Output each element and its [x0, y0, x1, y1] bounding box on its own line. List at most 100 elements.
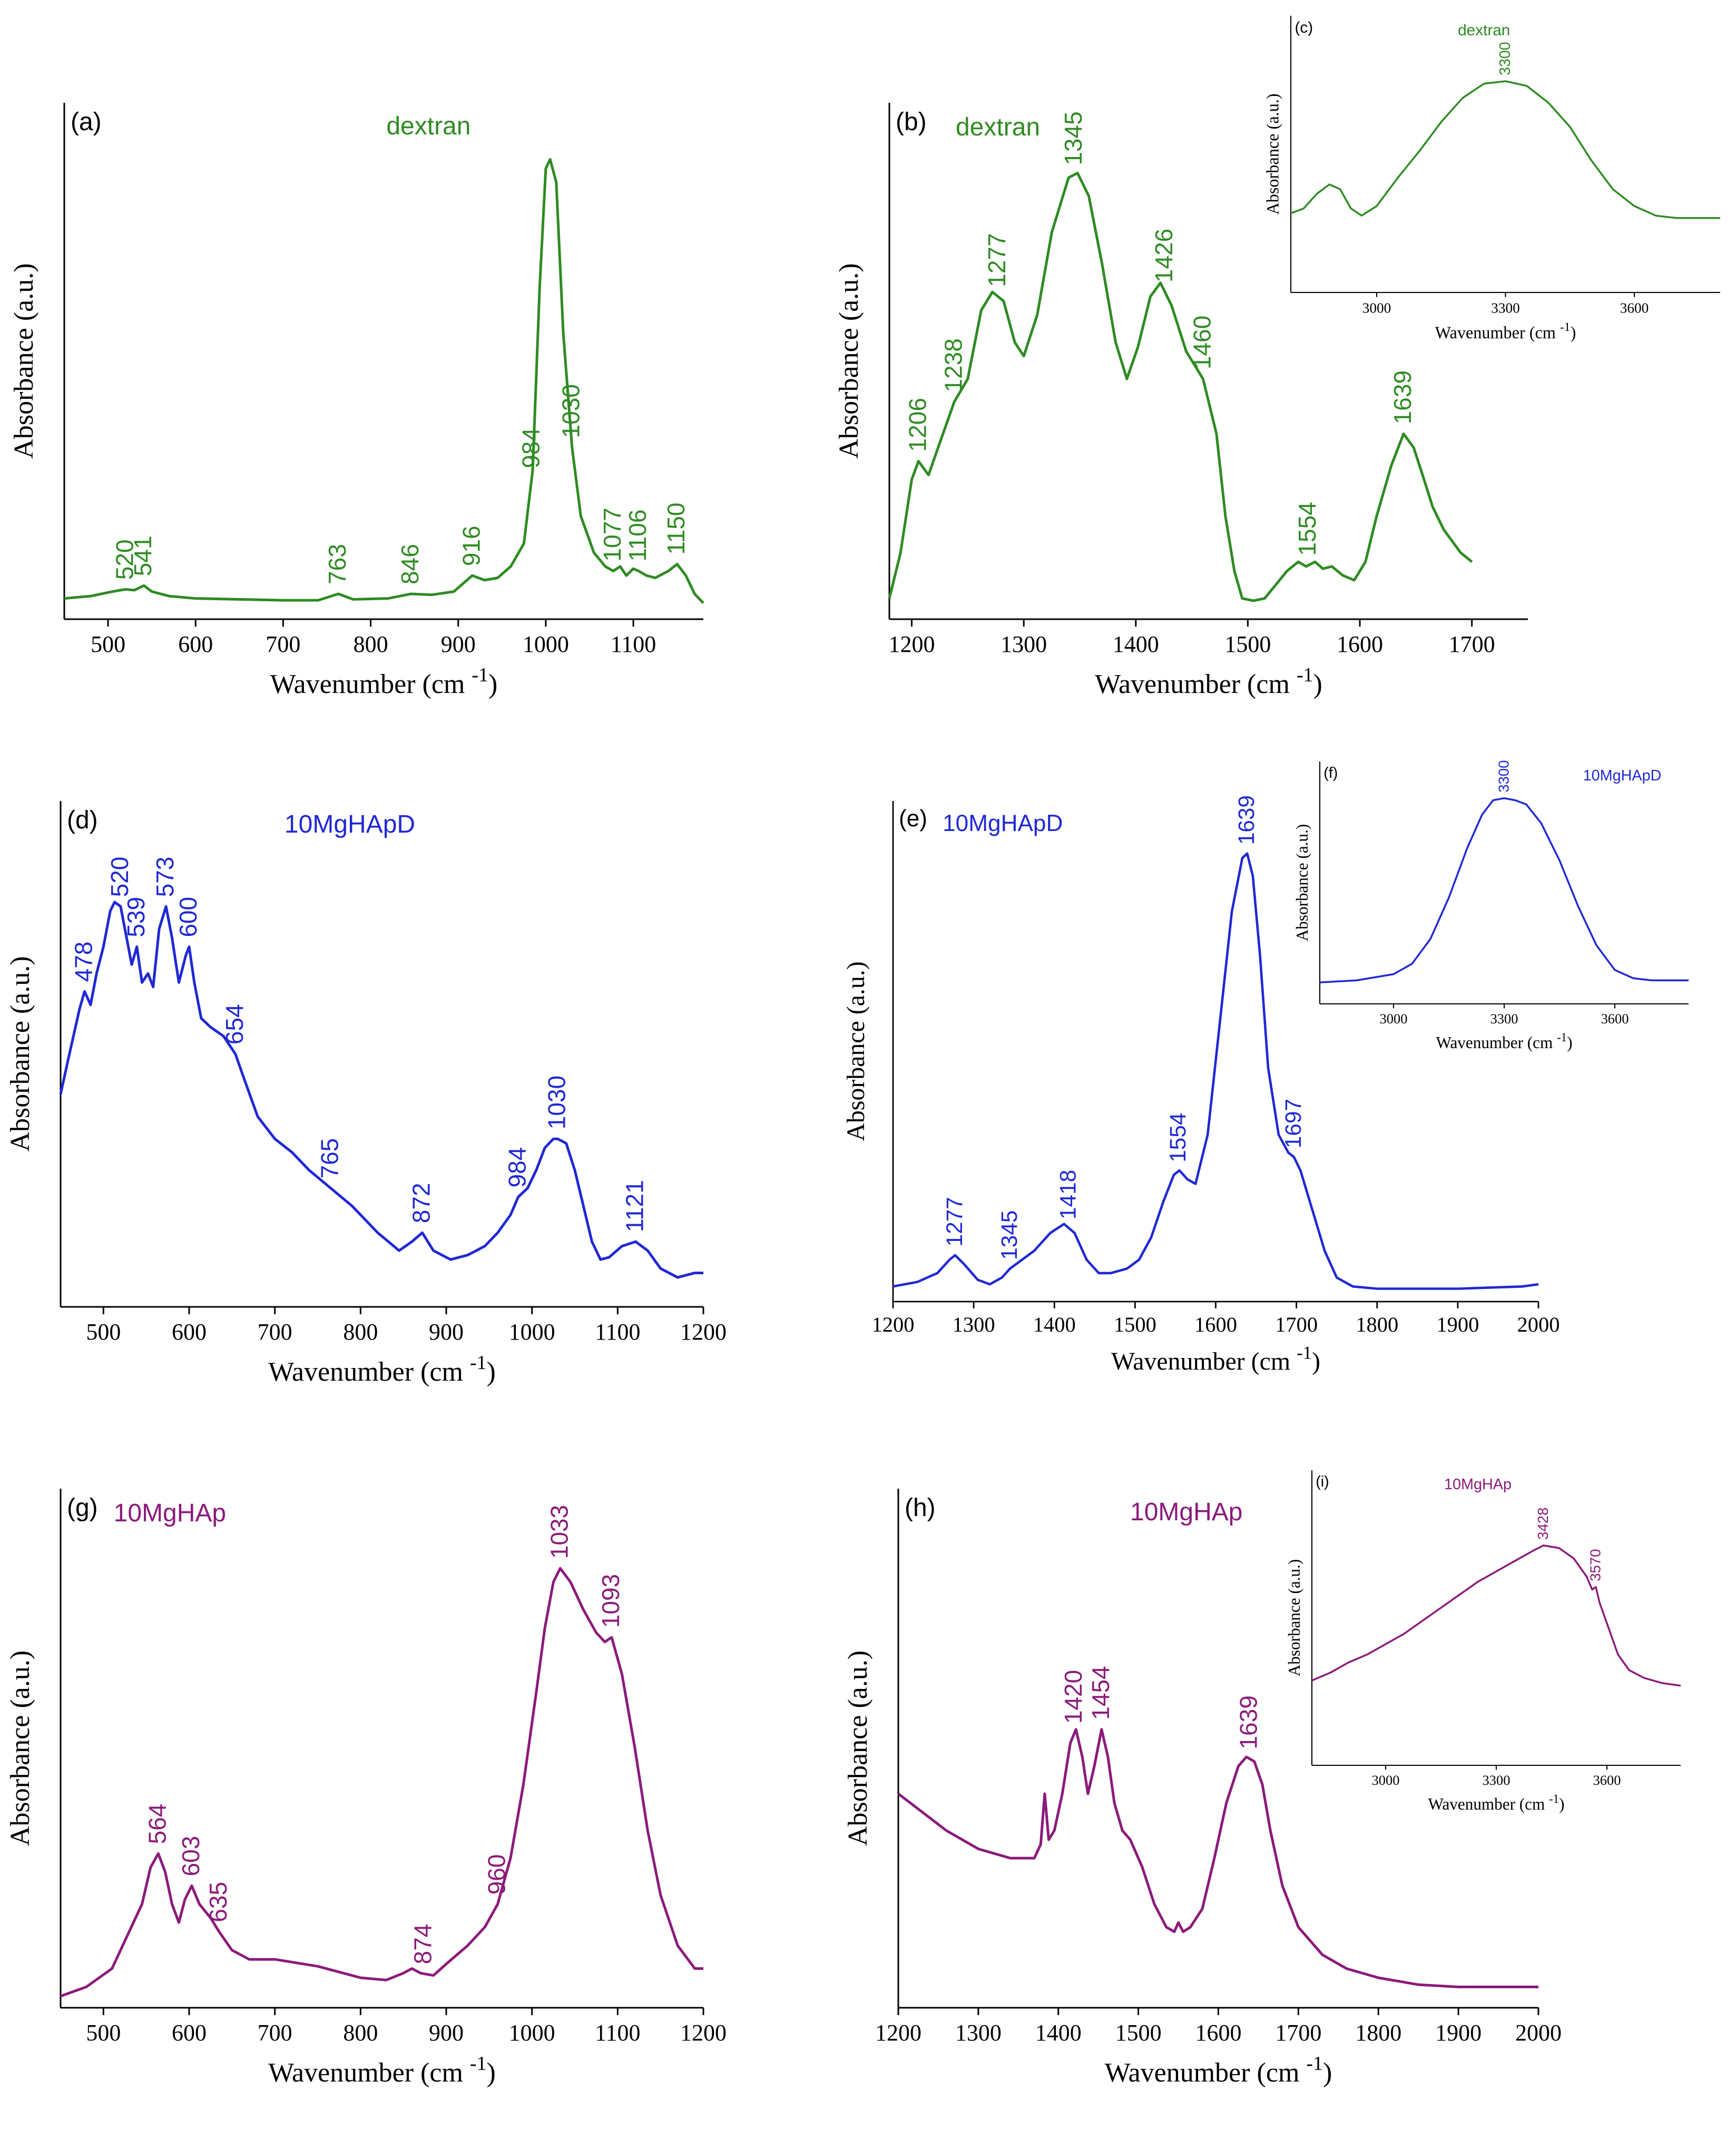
peak-label: 654 [221, 1004, 248, 1044]
x-tick-label: 1600 [1195, 2020, 1242, 2046]
peak-label: 603 [177, 1836, 204, 1877]
peak-label: 763 [323, 544, 351, 584]
peak-label: 1033 [545, 1505, 573, 1559]
y-axis-title: Absorbance (a.u.) [843, 1650, 873, 1846]
x-tick-label: 3000 [1362, 300, 1391, 316]
panel-label: (c) [1294, 19, 1313, 36]
x-tick-label: 1900 [1436, 1313, 1479, 1336]
x-tick-label: 1700 [1275, 2020, 1321, 2046]
sample-name: 10MgHApD [285, 810, 415, 838]
x-tick-label: 1300 [1001, 631, 1047, 657]
sample-name: 10MgHApD [943, 810, 1063, 836]
panel-label: (d) [67, 806, 98, 834]
spectrum-line [60, 1567, 703, 1998]
panel-label: (h) [905, 1494, 936, 1522]
x-tick-label: 500 [86, 1319, 121, 1345]
y-axis-title: Absorbance (a.u.) [834, 263, 864, 458]
x-tick-label: 1300 [953, 1313, 995, 1336]
y-axis-title: Absorbance (a.u.) [9, 263, 39, 458]
peak-label: 1454 [1087, 1666, 1114, 1719]
x-axis-title: Wavenumber (cm -1) [1428, 1792, 1565, 1813]
x-tick-label: 900 [429, 1319, 464, 1345]
peak-label: 846 [396, 544, 424, 584]
peak-label: 1697 [1281, 1099, 1306, 1148]
peak-label: 1150 [662, 503, 690, 555]
x-tick-label: 1100 [611, 631, 656, 657]
spectrum-line [888, 171, 1473, 602]
y-axis-title: Absorbance (a.u.) [1293, 824, 1311, 942]
peak-label: 1426 [1150, 229, 1178, 282]
x-tick-label: 1300 [955, 2020, 1002, 2046]
x-tick-label: 700 [258, 1319, 292, 1345]
panel-h: 1200 1300 1400 1500 1600 1700 1800 1900 2000 Wave… [843, 1489, 1562, 2088]
x-tick-label: 3300 [1491, 300, 1520, 316]
peak-label: 765 [316, 1138, 343, 1179]
x-tick-label: 1200 [680, 1319, 727, 1345]
peak-label: 916 [457, 525, 485, 566]
peak-label: 1639 [1389, 370, 1416, 424]
peak-label: 564 [143, 1804, 171, 1844]
peak-label: 1106 [624, 510, 651, 562]
peak-label: 3428 [1535, 1508, 1551, 1540]
peak-label: 520 [111, 540, 138, 580]
x-tick-label: 1100 [595, 1319, 640, 1345]
x-tick-label: 800 [343, 1319, 378, 1345]
x-tick-label: 800 [343, 2020, 378, 2046]
peak-label: 1639 [1235, 1695, 1262, 1749]
panel-d: 500 600 700 800 900 1000 1100 1200 Wavenumber (c… [5, 801, 727, 1387]
x-tick-label: 1500 [1224, 631, 1271, 657]
x-tick-label: 600 [178, 631, 213, 657]
peak-label: 3300 [1497, 42, 1514, 75]
x-tick-label: 700 [258, 2020, 292, 2046]
peak-label: 1030 [543, 1076, 570, 1129]
peak-label: 1554 [1293, 502, 1321, 555]
x-tick-label: 1400 [1035, 2020, 1082, 2046]
spectrum-line [1319, 797, 1689, 984]
x-axis-title: Wavenumber (cm -1) [1105, 2053, 1332, 2088]
peak-label: 539 [122, 897, 150, 937]
x-tick-label: 1600 [1337, 631, 1383, 657]
x-tick-label: 3300 [1490, 1011, 1518, 1027]
x-tick-label: 900 [429, 2020, 464, 2046]
x-tick-label: 500 [86, 2020, 121, 2046]
x-axis-title: Wavenumber (cm -1) [1095, 664, 1322, 699]
x-tick-label: 1100 [595, 2020, 640, 2046]
x-axis-title: Wavenumber (cm -1) [268, 2053, 496, 2088]
x-tick-label: 2000 [1517, 1313, 1560, 1336]
sample-name: 10MgHAp [1444, 1476, 1512, 1493]
peak-label: 1277 [942, 1197, 967, 1246]
peak-label: 1345 [1060, 111, 1087, 165]
x-tick-label: 600 [172, 2020, 207, 2046]
panel-i: 3000 3300 3600 Wavenumber (cm -1) Absorbance… [1285, 1470, 1681, 1813]
y-axis-title: Absorbance (a.u.) [5, 956, 35, 1151]
x-tick-label: 1400 [1033, 1313, 1076, 1336]
sample-name: dextran [1458, 22, 1510, 39]
x-tick-label: 1000 [509, 1319, 555, 1345]
peak-label: 1420 [1060, 1670, 1087, 1724]
peak-label: 1121 [621, 1180, 648, 1232]
panel-c: 3000 3300 3600 Wavenumber (cm -1) Absorbance… [1263, 16, 1720, 342]
spectrum-line [897, 1728, 1538, 1988]
x-axis-title: Wavenumber (cm -1) [268, 1352, 496, 1387]
spectrum-line [64, 158, 704, 604]
sample-name: 10MgHAp [1130, 1498, 1242, 1526]
peak-label: 1238 [939, 338, 967, 392]
peak-label: 984 [517, 428, 544, 468]
spectrum-line [59, 901, 703, 1279]
spectrum-line [1290, 80, 1720, 219]
panel-label: (f) [1323, 765, 1338, 781]
peak-label: 1030 [557, 384, 585, 438]
x-axis-title: Wavenumber (cm -1) [1436, 1031, 1573, 1052]
x-tick-label: 1800 [1355, 2020, 1401, 2046]
peak-label: 541 [129, 536, 156, 577]
x-tick-label: 1500 [1114, 1313, 1156, 1336]
panel-label: (b) [896, 108, 927, 136]
x-tick-label: 600 [172, 1319, 207, 1345]
panel-label: (g) [67, 1494, 98, 1522]
peak-label: 635 [204, 1882, 232, 1922]
peak-label: 3300 [1495, 760, 1512, 793]
x-axis-title: Wavenumber (cm -1) [1435, 320, 1576, 342]
peak-label: 874 [409, 1924, 437, 1965]
x-tick-label: 1800 [1356, 1313, 1398, 1336]
